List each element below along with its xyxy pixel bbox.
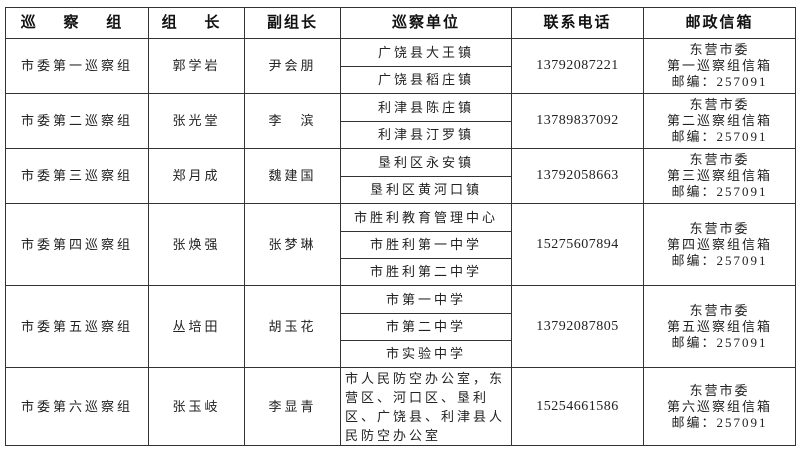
group-leader: 郭学岩: [148, 38, 245, 94]
deputy-leader: 李 滨: [244, 93, 341, 149]
inspected-unit: 广饶县大王镇: [340, 38, 512, 67]
group-name: 市委第五巡察组: [5, 285, 149, 368]
mailbox-line: 东营市委: [689, 42, 750, 57]
mailbox-line: 邮编：257091: [671, 334, 768, 350]
group-leader: 丛培田: [148, 285, 245, 368]
inspected-unit: 市人民防空办公室，东营区、河口区、垦利区、广饶县、利津县人民防空办公室: [340, 367, 512, 446]
deputy-leader: 胡玉花: [244, 285, 341, 368]
mailbox-line: 第二巡察组信箱: [666, 113, 772, 128]
table-row: 市第二中学: [6, 313, 796, 341]
postal-mailbox: 东营市委 第一巡察组信箱 邮编：257091: [643, 38, 796, 94]
header-row: 巡 察 组 组 长 副组长 巡察单位 联系电话 邮政信箱: [5, 7, 796, 39]
mailbox-line: 东营市委: [689, 382, 750, 398]
inspected-unit: 市胜利第二中学: [340, 258, 512, 286]
group-leader: 张焕强: [148, 203, 245, 286]
group-leader: 张玉岐: [148, 367, 245, 446]
table-row: 市实验中学: [6, 340, 796, 368]
mailbox-line: 第五巡察组信箱: [666, 318, 772, 334]
mailbox-line: 第一巡察组信箱: [666, 58, 772, 73]
postal-mailbox: 东营市委 第五巡察组信箱 邮编：257091: [643, 285, 796, 368]
postal-mailbox: 东营市委 第六巡察组信箱 邮编：257091: [643, 367, 796, 446]
mailbox-line: 邮编：257091: [671, 129, 768, 144]
mailbox-line: 东营市委: [689, 302, 750, 318]
table-row: 市胜利第二中学: [6, 258, 796, 286]
table-row: 市胜利第一中学: [6, 231, 796, 259]
contact-phone: 13792087221: [511, 38, 644, 94]
table-row: 市委第三巡察组 郑月成 魏建国 垦利区永安镇 13792058663 东营市委 第三巡察组信…: [5, 148, 796, 204]
mailbox-line: 第四巡察组信箱: [666, 236, 772, 252]
contact-phone: 13792058663: [511, 148, 644, 204]
inspected-unit: 垦利区黄河口镇: [340, 176, 512, 204]
header-mailbox: 邮政信箱: [643, 7, 796, 39]
inspected-unit: 市第一中学: [340, 285, 512, 314]
group-name: 市委第二巡察组: [5, 93, 149, 149]
header-leader: 组 长: [148, 7, 245, 39]
table-body: 市委第一巡察组 郭学岩 尹会朋 广饶县大王镇 13792087221 东营市委 第一巡察组信…: [5, 38, 796, 446]
inspected-unit: 垦利区永安镇: [340, 148, 512, 177]
postal-mailbox: 东营市委 第三巡察组信箱 邮编：257091: [643, 148, 796, 204]
inspected-unit: 广饶县稻庄镇: [340, 66, 512, 94]
mailbox-line: 邮编：257091: [671, 252, 768, 268]
table-row: 市委第四巡察组 张焕强 张梦琳 市胜利教育管理中心 15275607894 东营市委 第四巡…: [5, 203, 796, 286]
group-leader: 张光堂: [148, 93, 245, 149]
postal-mailbox: 东营市委 第四巡察组信箱 邮编：257091: [643, 203, 796, 286]
deputy-leader: 魏建国: [244, 148, 341, 204]
inspected-unit: 市胜利第一中学: [340, 231, 512, 259]
table-row: 市委第六巡察组 张玉岐 李显青 市人民防空办公室，东营区、河口区、垦利区、广饶县、利津…: [5, 367, 796, 446]
contact-phone: 15254661586: [511, 367, 644, 446]
inspected-unit: 市第二中学: [340, 313, 512, 341]
group-leader: 郑月成: [148, 148, 245, 204]
deputy-leader: 尹会朋: [244, 38, 341, 94]
mailbox-line: 东营市委: [689, 152, 750, 167]
group-name: 市委第六巡察组: [5, 367, 149, 446]
inspection-groups-table: 巡 察 组 组 长 副组长 巡察单位 联系电话 邮政信箱 市委第一巡察组 郭学岩尹…: [5, 7, 796, 446]
table-row: 市委第一巡察组 郭学岩 尹会朋 广饶县大王镇 13792087221 东营市委 第一巡察组信…: [5, 38, 796, 94]
contact-phone: 13792087805: [511, 285, 644, 368]
inspected-unit: 市胜利教育管理中心: [340, 203, 512, 232]
deputy-leader: 李显青: [244, 367, 341, 446]
mailbox-line: 邮编：257091: [671, 74, 768, 89]
inspected-unit: 市实验中学: [340, 340, 512, 368]
mailbox-line: 第六巡察组信箱: [666, 398, 772, 414]
group-name: 市委第三巡察组: [5, 148, 149, 204]
contact-phone: 15275607894: [511, 203, 644, 286]
header-group: 巡 察 组: [5, 7, 149, 39]
mailbox-line: 第三巡察组信箱: [666, 168, 772, 183]
table-row: 广饶县稻庄镇: [6, 66, 796, 94]
header-phone: 联系电话: [511, 7, 644, 39]
group-name: 市委第一巡察组: [5, 38, 149, 94]
mailbox-line: 东营市委: [689, 220, 750, 236]
mailbox-line: 邮编：257091: [671, 184, 768, 199]
inspected-unit: 利津县陈庄镇: [340, 93, 512, 122]
mailbox-line: 东营市委: [689, 97, 750, 112]
table-row: 利津县汀罗镇: [6, 121, 796, 149]
deputy-leader: 张梦琳: [244, 203, 341, 286]
table-row: 市委第五巡察组 丛培田 胡玉花 市第一中学 13792087805 东营市委 第五巡察组信箱…: [5, 285, 796, 368]
group-name: 市委第四巡察组: [5, 203, 149, 286]
contact-phone: 13789837092: [511, 93, 644, 149]
header-units: 巡察单位: [340, 7, 512, 39]
postal-mailbox: 东营市委 第二巡察组信箱 邮编：257091: [643, 93, 796, 149]
inspected-unit: 利津县汀罗镇: [340, 121, 512, 149]
table-row: 市委第二巡察组 张光堂李 滨利津县陈庄镇 13789837092 东营市委 第二巡察组信…: [5, 93, 796, 149]
header-deputy: 副组长: [244, 7, 341, 39]
mailbox-line: 邮编：257091: [671, 414, 768, 430]
